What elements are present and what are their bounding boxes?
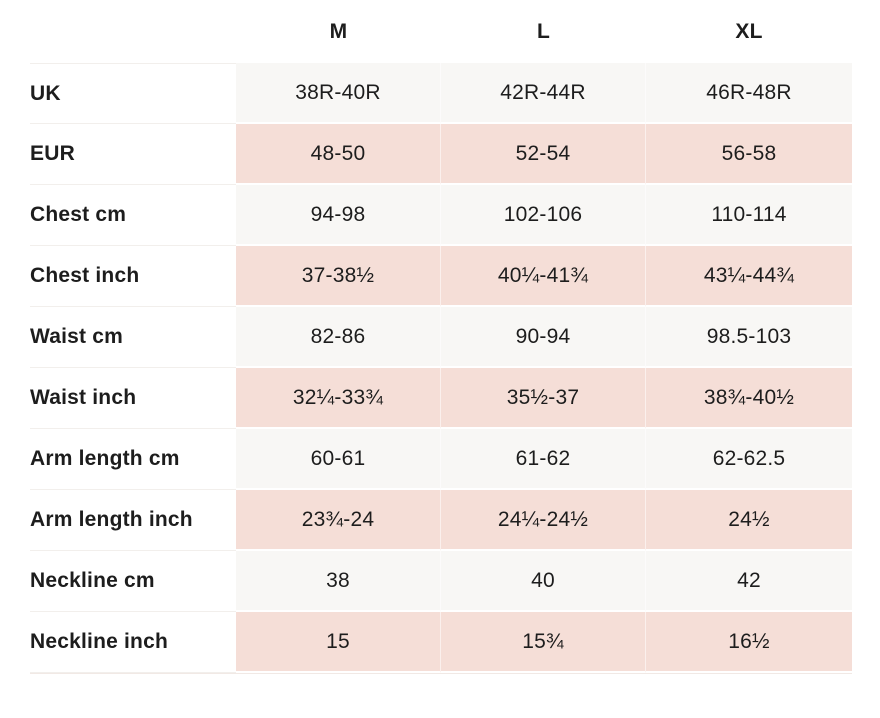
size-value-cell: 24¼-24½ (441, 490, 646, 551)
size-value-cell: 102-106 (441, 185, 646, 246)
size-value-cell: 43¼-44¾ (646, 246, 852, 307)
size-value-cell: 52-54 (441, 124, 646, 185)
row-label: UK (30, 63, 236, 124)
row-label: Neckline cm (30, 551, 236, 612)
size-value-cell: 23¾-24 (236, 490, 441, 551)
size-value-cell: 24½ (646, 490, 852, 551)
size-column-header-m: M (236, 0, 441, 63)
size-value-cell: 110-114 (646, 185, 852, 246)
table-row-chest-inch: Chest inch 37-38½ 40¼-41¾ 43¼-44¾ (30, 246, 852, 307)
size-value-cell: 40 (441, 551, 646, 612)
table-row-uk: UK 38R-40R 42R-44R 46R-48R (30, 63, 852, 124)
table-row-neckline-inch: Neckline inch 15 15¾ 16½ (30, 612, 852, 673)
size-value-cell: 15¾ (441, 612, 646, 673)
size-value-cell: 15 (236, 612, 441, 673)
table-row-arm-length-cm: Arm length cm 60-61 61-62 62-62.5 (30, 429, 852, 490)
size-value-cell: 35½-37 (441, 368, 646, 429)
size-value-cell: 98.5-103 (646, 307, 852, 368)
size-chart-table: M L XL UK 38R-40R 42R-44R 46R-48R EUR 48… (30, 0, 852, 674)
table-row-chest-cm: Chest cm 94-98 102-106 110-114 (30, 185, 852, 246)
size-column-header-l: L (441, 0, 646, 63)
table-row-waist-inch: Waist inch 32¼-33¾ 35½-37 38¾-40½ (30, 368, 852, 429)
header-spacer-cell (30, 0, 236, 63)
size-value-cell: 38¾-40½ (646, 368, 852, 429)
size-value-cell: 42R-44R (441, 63, 646, 124)
size-value-cell: 61-62 (441, 429, 646, 490)
table-row-neckline-cm: Neckline cm 38 40 42 (30, 551, 852, 612)
size-value-cell: 94-98 (236, 185, 441, 246)
row-label: Waist cm (30, 307, 236, 368)
table-row-arm-length-inch: Arm length inch 23¾-24 24¼-24½ 24½ (30, 490, 852, 551)
size-value-cell: 56-58 (646, 124, 852, 185)
size-value-cell: 62-62.5 (646, 429, 852, 490)
row-label: Arm length inch (30, 490, 236, 551)
size-value-cell: 40¼-41¾ (441, 246, 646, 307)
size-value-cell: 37-38½ (236, 246, 441, 307)
row-label: Waist inch (30, 368, 236, 429)
size-value-cell: 48-50 (236, 124, 441, 185)
row-label: Neckline inch (30, 612, 236, 673)
size-value-cell: 82-86 (236, 307, 441, 368)
size-value-cell: 38R-40R (236, 63, 441, 124)
size-value-cell: 16½ (646, 612, 852, 673)
row-label: Chest inch (30, 246, 236, 307)
size-value-cell: 46R-48R (646, 63, 852, 124)
size-chart-header-row: M L XL (30, 0, 852, 63)
size-column-header-xl: XL (646, 0, 852, 63)
size-value-cell: 38 (236, 551, 441, 612)
row-label: Arm length cm (30, 429, 236, 490)
table-row-waist-cm: Waist cm 82-86 90-94 98.5-103 (30, 307, 852, 368)
table-row-eur: EUR 48-50 52-54 56-58 (30, 124, 852, 185)
row-label: Chest cm (30, 185, 236, 246)
row-label: EUR (30, 124, 236, 185)
size-value-cell: 90-94 (441, 307, 646, 368)
size-value-cell: 42 (646, 551, 852, 612)
size-value-cell: 60-61 (236, 429, 441, 490)
size-value-cell: 32¼-33¾ (236, 368, 441, 429)
